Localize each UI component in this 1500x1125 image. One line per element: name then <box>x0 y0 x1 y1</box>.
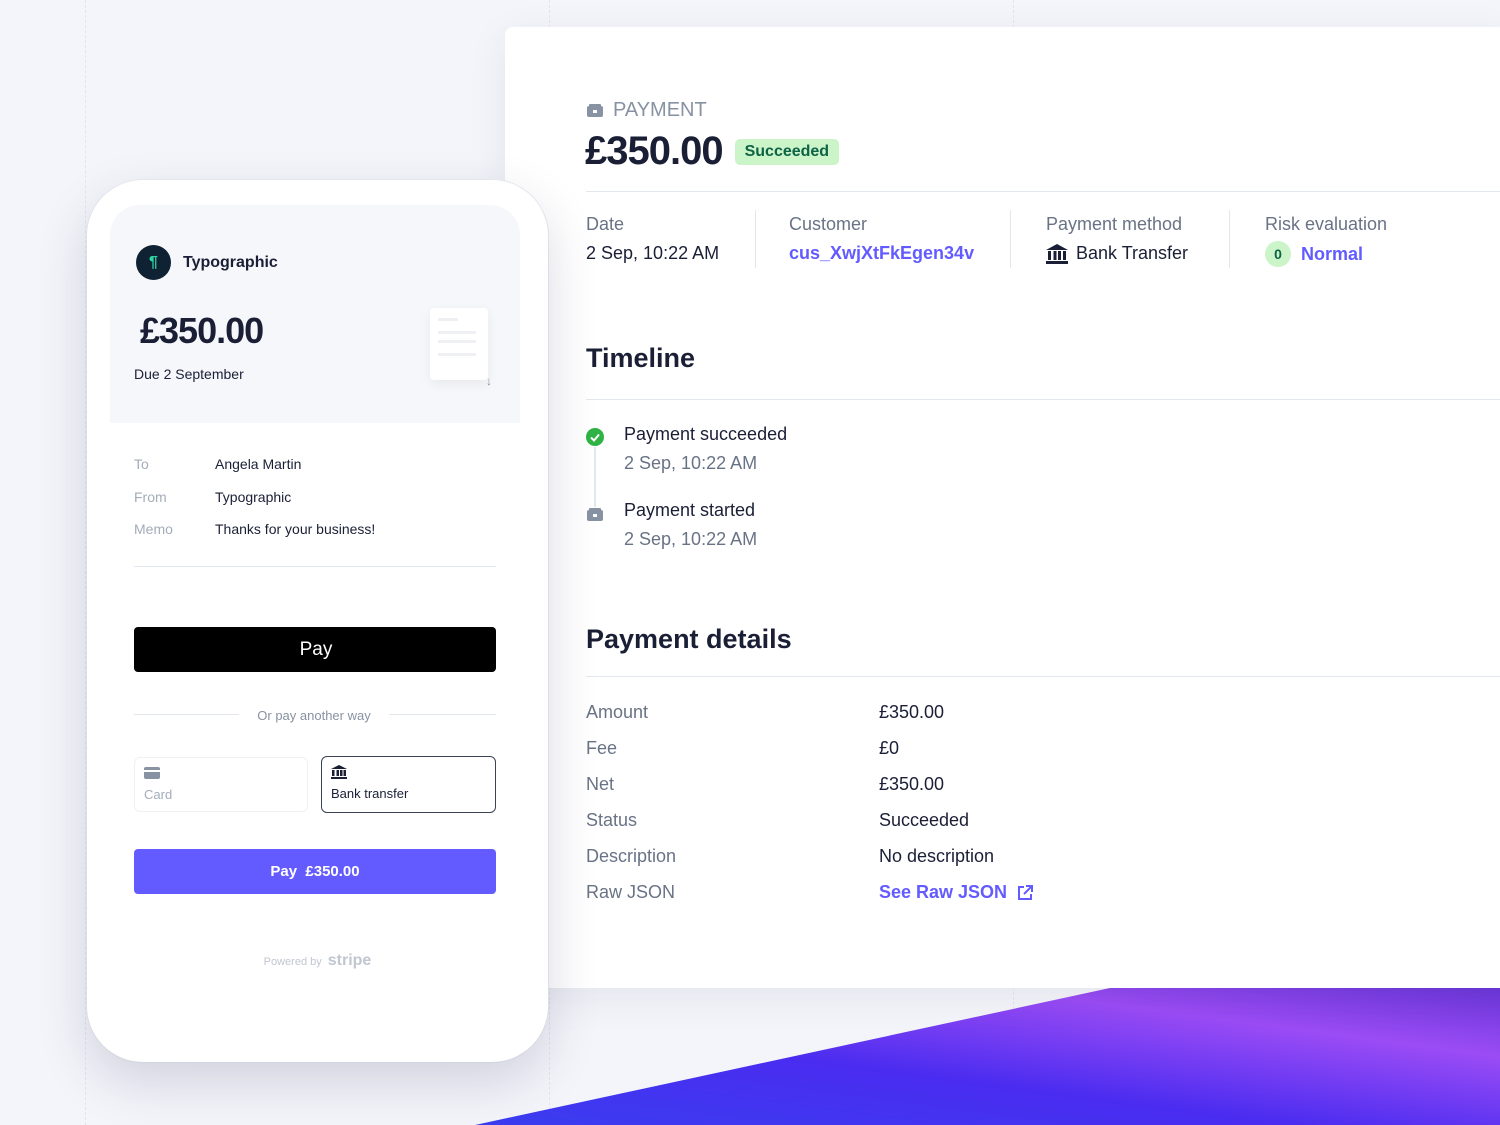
apple-pay-button[interactable]: Pay <box>134 627 496 672</box>
invoice-fields: To Angela Martin From Typographic Memo Than… <box>134 456 375 554</box>
apple-pay-label: Pay <box>299 638 333 660</box>
divider-text: Or pay another way <box>257 708 371 723</box>
row-label: Status <box>586 810 638 830</box>
field-label: Memo <box>134 521 173 537</box>
row-value: Succeeded <box>879 810 970 830</box>
summary-label: Date <box>586 214 625 234</box>
summary-risk: Risk evaluation 0 Normal <box>1265 214 1387 267</box>
timeline-connector <box>594 447 596 507</box>
field-value: Typographic <box>215 488 292 505</box>
risk-score-badge: 0 <box>1265 241 1291 267</box>
risk-link[interactable]: Normal <box>1301 243 1364 264</box>
payment-icon <box>587 508 603 521</box>
due-date: Due 2 September <box>134 366 244 382</box>
timeline-event: Payment started 2 Sep, 10:22 AM <box>624 500 757 550</box>
row-label: Amount <box>586 702 649 722</box>
summary-value: Bank Transfer <box>1076 243 1189 263</box>
check-circle-icon <box>586 428 604 446</box>
field-label: From <box>134 488 167 505</box>
method-bank-transfer[interactable]: Bank transfer <box>321 756 496 813</box>
field-label: To <box>134 456 149 472</box>
row-label: Raw JSON <box>586 882 676 902</box>
details-title: Payment details <box>586 624 792 654</box>
details-table: Amount £350.00 Fee £0 Net £350.00 Status Suc… <box>586 702 1034 918</box>
section-label: PAYMENT <box>613 99 707 121</box>
field-value: Thanks for your business! <box>215 521 376 537</box>
row-label: Net <box>586 774 615 794</box>
pay-button[interactable]: Pay £350.00 <box>134 849 496 894</box>
row-value: £0 <box>879 738 900 758</box>
summary-payment-method: Payment method Bank Transfer <box>1046 214 1188 264</box>
event-title: Payment succeeded <box>624 424 788 444</box>
event-title: Payment started <box>624 500 756 520</box>
details-row: Status Succeeded <box>586 810 1033 846</box>
merchant-logo: ¶ <box>136 245 171 280</box>
powered-by-stripe[interactable]: Powered by stripe <box>87 952 548 970</box>
stripe-logo: stripe <box>327 952 372 969</box>
field-row: From Typographic <box>134 489 375 522</box>
method-label: Card <box>144 787 173 802</box>
row-value: £350.00 <box>879 702 945 722</box>
checkout-amount: £350.00 <box>140 310 264 351</box>
method-label: Bank transfer <box>331 786 409 801</box>
invoice-header: ¶ Typographic £350.00 Due 2 September ↓ <box>110 205 520 423</box>
bank-icon <box>1046 243 1068 264</box>
row-label: Fee <box>586 738 618 758</box>
details-row: Description No description <box>586 846 1033 882</box>
checkout-phone: ¶ Typographic £350.00 Due 2 September ↓ … <box>87 180 548 1062</box>
payment-amount: £350.00 <box>585 129 724 173</box>
field-row: To Angela Martin <box>134 456 375 489</box>
customer-link[interactable]: cus_XwjXtFkEgen34v <box>789 243 975 263</box>
card-icon <box>144 767 160 779</box>
summary-date: Date 2 Sep, 10:22 AM <box>586 214 719 264</box>
timeline-event: Payment succeeded 2 Sep, 10:22 AM <box>624 424 787 474</box>
invoice-download-icon[interactable]: ↓ <box>430 308 492 388</box>
summary-value: 2 Sep, 10:22 AM <box>586 243 720 263</box>
event-time: 2 Sep, 10:22 AM <box>624 453 758 473</box>
external-link-icon <box>1018 884 1034 900</box>
payment-icon <box>587 104 603 117</box>
row-value: No description <box>879 846 995 866</box>
details-row: Amount £350.00 <box>586 702 1033 738</box>
details-row: Net £350.00 <box>586 774 1033 810</box>
raw-json-label[interactable]: See Raw JSON <box>879 882 1008 902</box>
summary-label: Payment method <box>1046 214 1183 234</box>
field-row: Memo Thanks for your business! <box>134 521 375 554</box>
download-arrow-icon: ↓ <box>486 374 492 388</box>
details-row: Fee £0 <box>586 738 1033 774</box>
summary-customer: Customer cus_XwjXtFkEgen34v <box>789 214 974 264</box>
bank-icon <box>331 765 347 779</box>
row-label: Description <box>586 846 677 866</box>
powered-by-label: Powered by <box>263 956 322 968</box>
summary-label: Customer <box>789 214 868 234</box>
method-card[interactable]: Card <box>134 757 308 812</box>
payment-dashboard: PAYMENT £350.00 Succeeded Date 2 Sep, 10… <box>505 27 1500 988</box>
summary-label: Risk evaluation <box>1265 214 1388 234</box>
status-badge: Succeeded <box>734 138 840 165</box>
row-value: £350.00 <box>879 774 945 794</box>
raw-json-link[interactable]: See Raw JSON <box>879 882 1034 903</box>
timeline-title: Timeline <box>586 343 696 373</box>
guide-line <box>85 0 86 1125</box>
details-row: Raw JSON See Raw JSON <box>586 882 1034 918</box>
event-time: 2 Sep, 10:22 AM <box>624 529 758 549</box>
merchant-name: Typographic <box>183 253 278 271</box>
field-value: Angela Martin <box>215 456 302 472</box>
